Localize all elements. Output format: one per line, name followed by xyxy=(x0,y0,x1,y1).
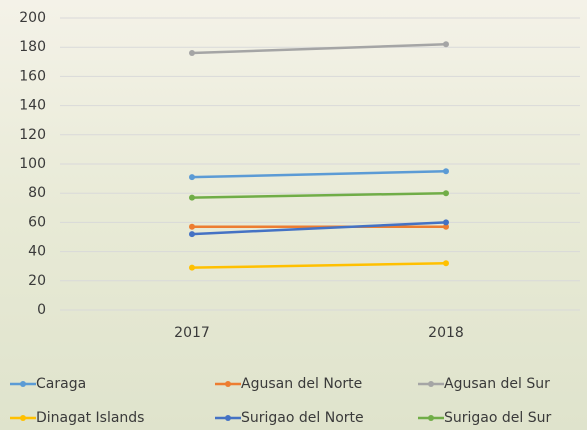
y-tick-label: 200 xyxy=(19,10,46,26)
x-tick-label: 2017 xyxy=(174,325,210,341)
y-tick-label: 180 xyxy=(19,39,46,55)
point xyxy=(443,168,449,175)
legend-swatch-dot xyxy=(20,415,26,421)
legend-swatch-dot xyxy=(20,381,26,387)
legend-swatch-dot xyxy=(225,415,231,421)
x-tick-label: 2018 xyxy=(428,325,464,341)
y-tick-label: 20 xyxy=(28,273,46,289)
legend-label: Dinagat Islands xyxy=(36,410,144,426)
point xyxy=(189,231,195,238)
point xyxy=(443,223,449,230)
point xyxy=(189,194,195,201)
point xyxy=(189,223,195,230)
point xyxy=(189,264,195,271)
y-tick-label: 60 xyxy=(28,214,46,230)
legend-swatch-dot xyxy=(428,381,434,387)
y-tick-label: 120 xyxy=(19,127,46,143)
legend-label: Surigao del Norte xyxy=(241,410,364,426)
series-line xyxy=(191,43,447,55)
legend-label: Surigao del Sur xyxy=(444,410,551,426)
y-tick-label: 40 xyxy=(28,244,46,260)
y-tick-label: 140 xyxy=(19,98,46,114)
series-line xyxy=(191,262,447,269)
legend-label: Agusan del Sur xyxy=(444,376,550,392)
y-tick-label: 160 xyxy=(19,68,46,84)
point xyxy=(189,50,195,57)
point xyxy=(443,190,449,197)
series-line xyxy=(191,170,447,179)
y-tick-label: 100 xyxy=(19,156,46,172)
point xyxy=(443,219,449,226)
y-tick-label: 80 xyxy=(28,185,46,201)
series-line xyxy=(191,191,447,199)
legend-swatch-dot xyxy=(428,415,434,421)
legend-label: Caraga xyxy=(36,376,86,392)
legend-swatch-dot xyxy=(225,381,231,387)
series-line xyxy=(191,221,447,236)
legend-label: Agusan del Norte xyxy=(241,376,362,392)
point xyxy=(443,41,449,48)
point xyxy=(189,174,195,181)
y-tick-label: 0 xyxy=(37,302,46,318)
point xyxy=(443,260,449,267)
